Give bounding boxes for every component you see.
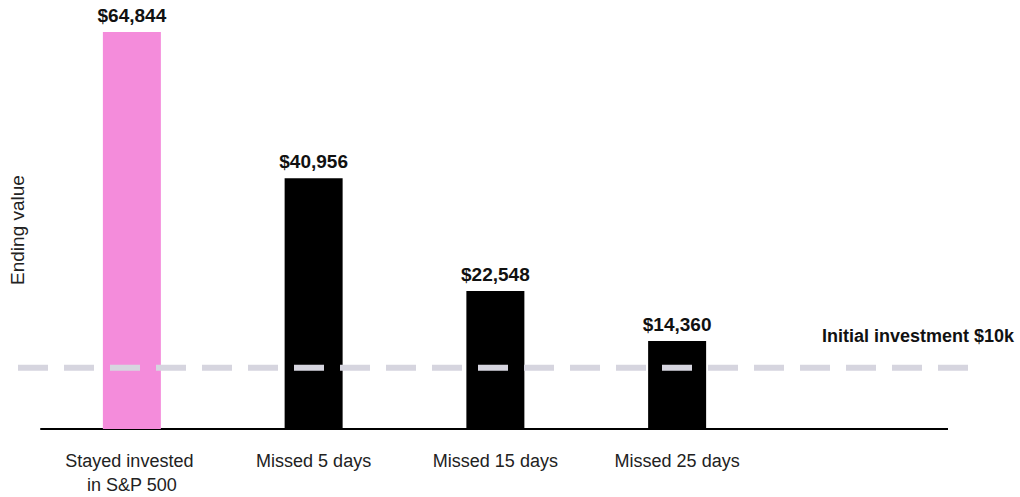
- svg-text:Stayed invested: Stayed invested: [65, 451, 198, 471]
- svg-text:$22,548: $22,548: [461, 264, 530, 285]
- svg-text:$64,844: $64,844: [98, 5, 167, 26]
- svg-text:Missed 15 days: Missed 15 days: [433, 451, 558, 471]
- svg-text:Missed 5 days: Missed 5 days: [256, 451, 371, 471]
- svg-text:Ending value: Ending value: [7, 175, 28, 285]
- svg-text:Initial investment $10k: Initial investment $10k: [822, 326, 1015, 346]
- svg-text:$14,360: $14,360: [643, 314, 712, 335]
- svg-text:Missed 25 days: Missed 25 days: [615, 451, 740, 471]
- svg-text:$40,956: $40,956: [279, 151, 348, 172]
- svg-text:in S&P 500: in S&P 500: [87, 475, 177, 495]
